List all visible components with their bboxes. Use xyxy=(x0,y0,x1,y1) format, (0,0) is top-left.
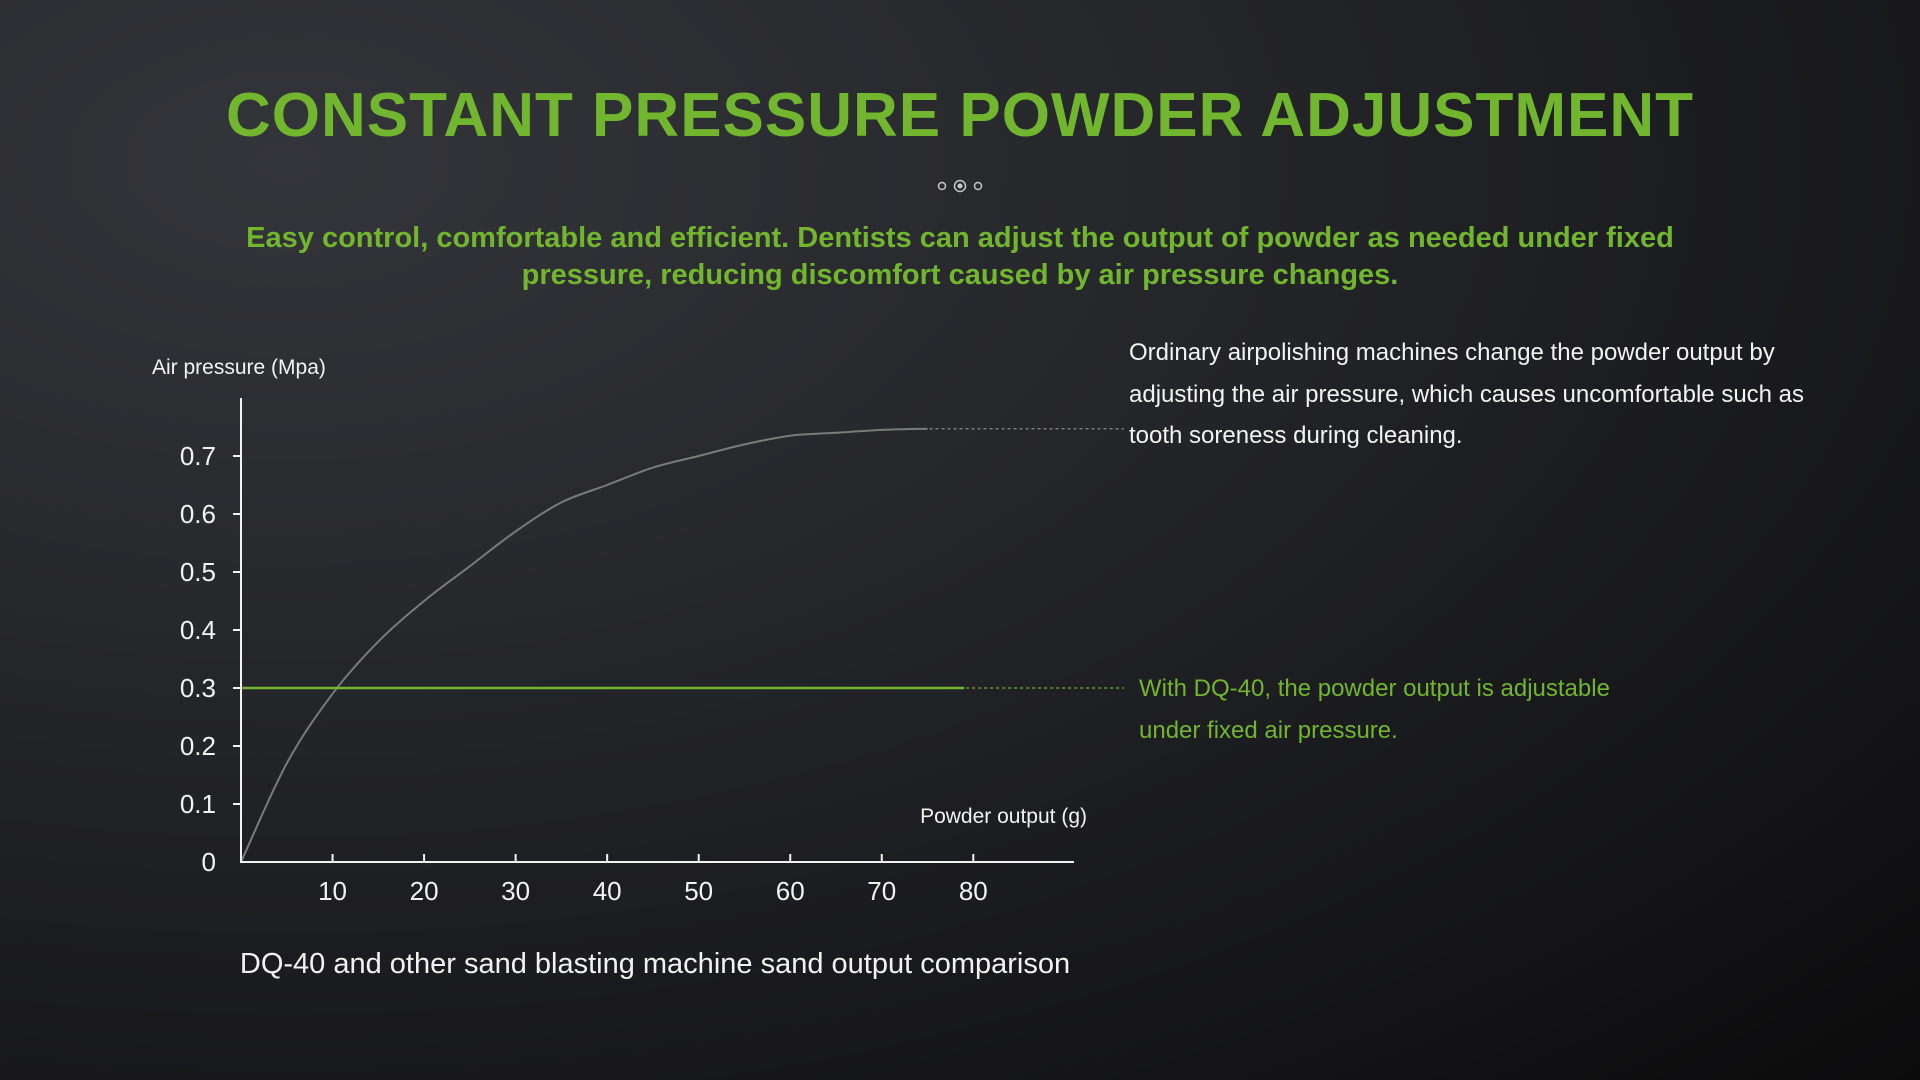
x-tick-label: 80 xyxy=(959,876,988,906)
subtitle: Easy control, comfortable and efficient.… xyxy=(240,220,1680,294)
page-title: CONSTANT PRESSURE POWDER ADJUSTMENT xyxy=(226,81,1694,150)
pagination-dot-2-active-inner xyxy=(957,183,963,189)
x-tick-label: 70 xyxy=(867,876,896,906)
y-tick-label: 0.5 xyxy=(180,557,216,587)
ordinary-machine-note: Ordinary airpolishing machines change th… xyxy=(1129,332,1849,457)
x-axis-label: Powder output (g) xyxy=(920,805,1087,828)
chart-caption: DQ-40 and other sand blasting machine sa… xyxy=(239,948,1071,980)
y-tick-label: 0.6 xyxy=(180,499,216,529)
dq40-note-line-1: With DQ-40, the powder output is adjusta… xyxy=(1139,675,1610,702)
x-tick-label: 60 xyxy=(776,876,805,906)
y-tick-label: 0.2 xyxy=(180,731,216,761)
ordinary-note-line-3: tooth soreness during cleaning. xyxy=(1129,422,1463,449)
y-tick-label: 0.7 xyxy=(180,441,216,471)
y-axis-label: Air pressure (Mpa) xyxy=(152,356,326,379)
dq40-note-line-2: under fixed air pressure. xyxy=(1139,716,1398,744)
y-tick-label: 0 xyxy=(202,847,216,877)
chart-series-group xyxy=(240,427,965,863)
chart-ticks: 0 0.1 0.2 0.3 0.4 0.5 0.6 0.7 10 20 30 40 50 60 70 80 xyxy=(180,441,988,906)
pagination-dots xyxy=(937,179,983,193)
ordinary-note-line-1: Ordinary airpolishing machines change th… xyxy=(1129,339,1775,366)
y-tick-label: 0.1 xyxy=(180,789,216,819)
pagination-dot-3[interactable] xyxy=(973,181,983,191)
chart-leader-lines xyxy=(929,428,1124,689)
x-tick-label: 40 xyxy=(593,876,622,906)
x-tick-label: 50 xyxy=(684,876,713,906)
x-tick-label: 30 xyxy=(501,876,530,906)
pagination-dot-2-active-outer[interactable] xyxy=(953,179,967,193)
dq40-note: With DQ-40, the powder output is adjusta… xyxy=(1139,668,1699,751)
y-tick-label: 0.4 xyxy=(180,615,216,645)
subtitle-line-1: Easy control, comfortable and efficient.… xyxy=(246,222,1674,254)
ordinary-machine-curve xyxy=(240,427,928,863)
ordinary-note-line-2: adjusting the air pressure, which causes… xyxy=(1129,380,1805,408)
chart-axes xyxy=(240,398,1074,863)
x-tick-label: 20 xyxy=(410,876,439,906)
x-tick-label: 10 xyxy=(318,876,347,906)
pagination-dot-1[interactable] xyxy=(937,181,947,191)
y-tick-label: 0.3 xyxy=(180,673,216,703)
subtitle-line-2: pressure, reducing discomfort caused by … xyxy=(521,259,1399,291)
